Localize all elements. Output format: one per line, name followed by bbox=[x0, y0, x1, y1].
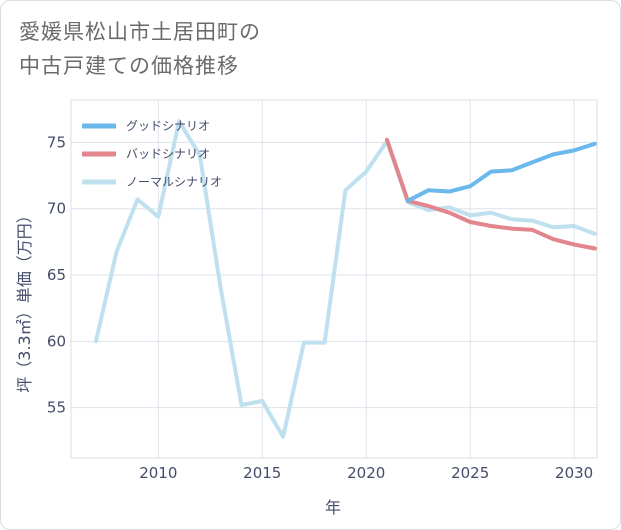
legend-label: グッドシナリオ bbox=[126, 119, 210, 133]
y-tick-label: 65 bbox=[47, 266, 66, 284]
series-line-1 bbox=[405, 141, 597, 203]
x-axis-title: 年 bbox=[325, 498, 341, 517]
series-line-3 bbox=[93, 119, 597, 439]
y-axis-ticks: 55 60 65 70 75 bbox=[47, 133, 66, 416]
x-tick-label: 2025 bbox=[451, 464, 489, 482]
x-tick-label: 2015 bbox=[243, 464, 281, 482]
series-line-2 bbox=[385, 137, 597, 251]
series-lines bbox=[93, 119, 597, 439]
y-tick-label: 60 bbox=[47, 332, 66, 350]
chart-title-line-1: 愛媛県松山市土居田町の bbox=[19, 20, 261, 44]
chart-title: 愛媛県松山市土居田町の 中古戸建ての価格推移 bbox=[19, 15, 261, 83]
legend-label: ノーマルシナリオ bbox=[126, 175, 222, 189]
legend-label: バッドシナリオ bbox=[126, 147, 210, 161]
y-tick-label: 70 bbox=[47, 200, 66, 218]
x-tick-label: 2020 bbox=[347, 464, 385, 482]
y-axis-title: 坪（3.3㎡）単価（万円） bbox=[15, 207, 34, 392]
y-tick-label: 75 bbox=[47, 133, 66, 151]
x-tick-label: 2010 bbox=[139, 464, 177, 482]
x-axis-ticks: 2010 2015 2020 2025 2030 bbox=[139, 464, 593, 482]
chart-title-line-2: 中古戸建ての価格推移 bbox=[19, 54, 239, 78]
x-tick-label: 2030 bbox=[555, 464, 593, 482]
y-tick-label: 55 bbox=[47, 399, 66, 417]
